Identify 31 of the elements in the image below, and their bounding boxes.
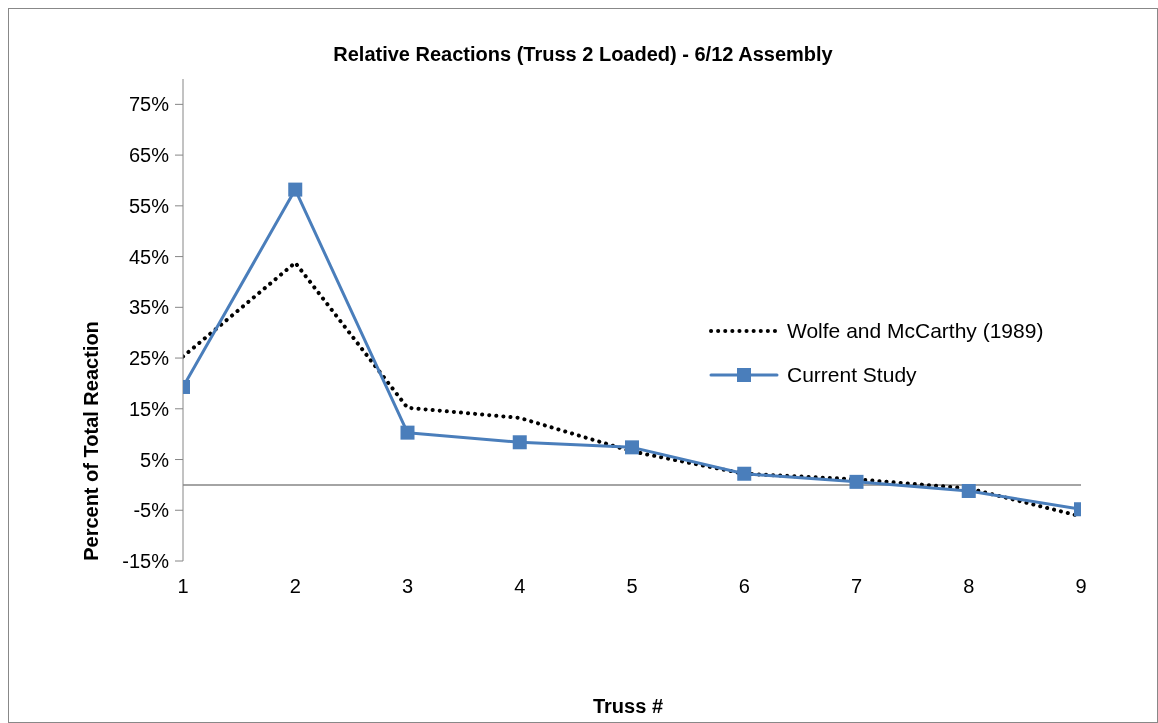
point: [288, 182, 303, 197]
y-tick-label: 25%: [128, 347, 170, 370]
x-tick-label: 7: [850, 575, 863, 598]
y-tick-label: 15%: [128, 397, 170, 420]
point: [961, 483, 976, 498]
x-tick-label: 4: [514, 575, 526, 598]
y-tick-label: 5%: [140, 448, 170, 471]
x-tick-label: 8: [963, 575, 975, 598]
chart-title: Relative Reactions (Truss 2 Loaded) - 6/12 Assembly: [332, 43, 834, 66]
x-tick-label: 6: [738, 575, 750, 598]
y-tick-label: 65%: [128, 144, 170, 167]
y-tick-label: -15%: [122, 550, 170, 573]
y-tick-label: 45%: [128, 245, 170, 268]
y-tick-label: 35%: [128, 296, 170, 319]
x-tick-label: 3: [401, 575, 414, 598]
point: [625, 440, 639, 455]
x-tick-label: 1: [177, 575, 189, 598]
x-tick-label: 9: [1075, 575, 1087, 598]
point: [737, 466, 752, 481]
x-tick-label: 2: [289, 575, 301, 598]
y-axis-title: Percent of Total Reaction: [79, 321, 103, 561]
y-tick-label: 55%: [128, 194, 170, 217]
point: [400, 425, 415, 440]
y-tick-label: 75%: [128, 93, 170, 116]
y-tick-label: -5%: [133, 499, 170, 522]
legend-label: Wolfe and McCarthy (1989): [787, 319, 1044, 343]
x-tick-label: 5: [626, 575, 638, 598]
x-axis-title: Truss #: [591, 695, 664, 718]
point: [512, 435, 527, 450]
legend-label: Current Study: [787, 363, 917, 387]
point: [849, 474, 864, 489]
